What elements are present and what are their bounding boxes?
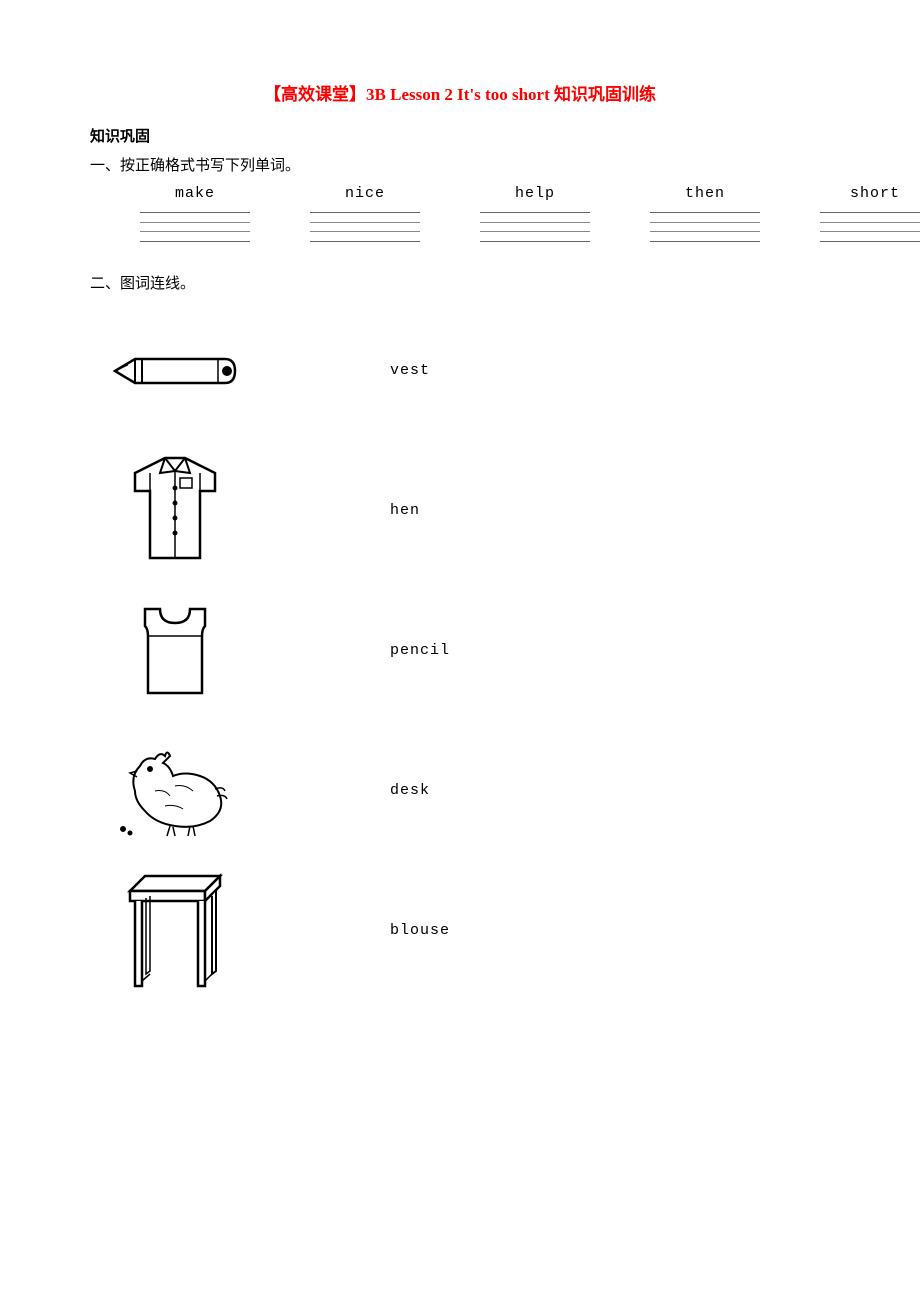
writing-lines — [480, 212, 590, 242]
section1-heading: 一、按正确格式书写下列单词。 — [90, 154, 830, 175]
word-col: then — [650, 185, 760, 242]
match-row: vest — [110, 313, 830, 428]
match-row: pencil — [110, 593, 830, 708]
word-label: short — [850, 185, 900, 202]
word-col: make — [140, 185, 250, 242]
page-title: 【高效课堂】3B Lesson 2 It's too short 知识巩固训练 — [90, 80, 830, 105]
hen-image — [110, 733, 240, 848]
match-word: pencil — [390, 642, 450, 659]
match-row: hen — [110, 453, 830, 568]
match-row: blouse — [110, 873, 830, 988]
pencil-icon — [110, 351, 240, 391]
section2-heading: 二、图词连线。 — [90, 272, 830, 293]
desk-image — [110, 873, 240, 988]
blouse-icon — [120, 453, 230, 568]
word-col: short — [820, 185, 920, 242]
word-label: then — [685, 185, 725, 202]
word-col: nice — [310, 185, 420, 242]
vest-icon — [130, 601, 220, 701]
writing-lines — [820, 212, 920, 242]
writing-lines — [140, 212, 250, 242]
match-row: desk — [110, 733, 830, 848]
word-label: nice — [345, 185, 385, 202]
word-col: help — [480, 185, 590, 242]
match-word: blouse — [390, 922, 450, 939]
match-word: desk — [390, 782, 430, 799]
pencil-image — [110, 313, 240, 428]
word-label: make — [175, 185, 215, 202]
match-word: hen — [390, 502, 420, 519]
subtitle: 知识巩固 — [90, 125, 830, 146]
match-word: vest — [390, 362, 430, 379]
vest-image — [110, 593, 240, 708]
words-row: make nice help then short — [90, 185, 830, 242]
desk-icon — [120, 866, 230, 996]
writing-lines — [650, 212, 760, 242]
match-container: vest hen — [90, 303, 830, 988]
word-label: help — [515, 185, 555, 202]
blouse-image — [110, 453, 240, 568]
hen-icon — [115, 741, 235, 841]
writing-lines — [310, 212, 420, 242]
